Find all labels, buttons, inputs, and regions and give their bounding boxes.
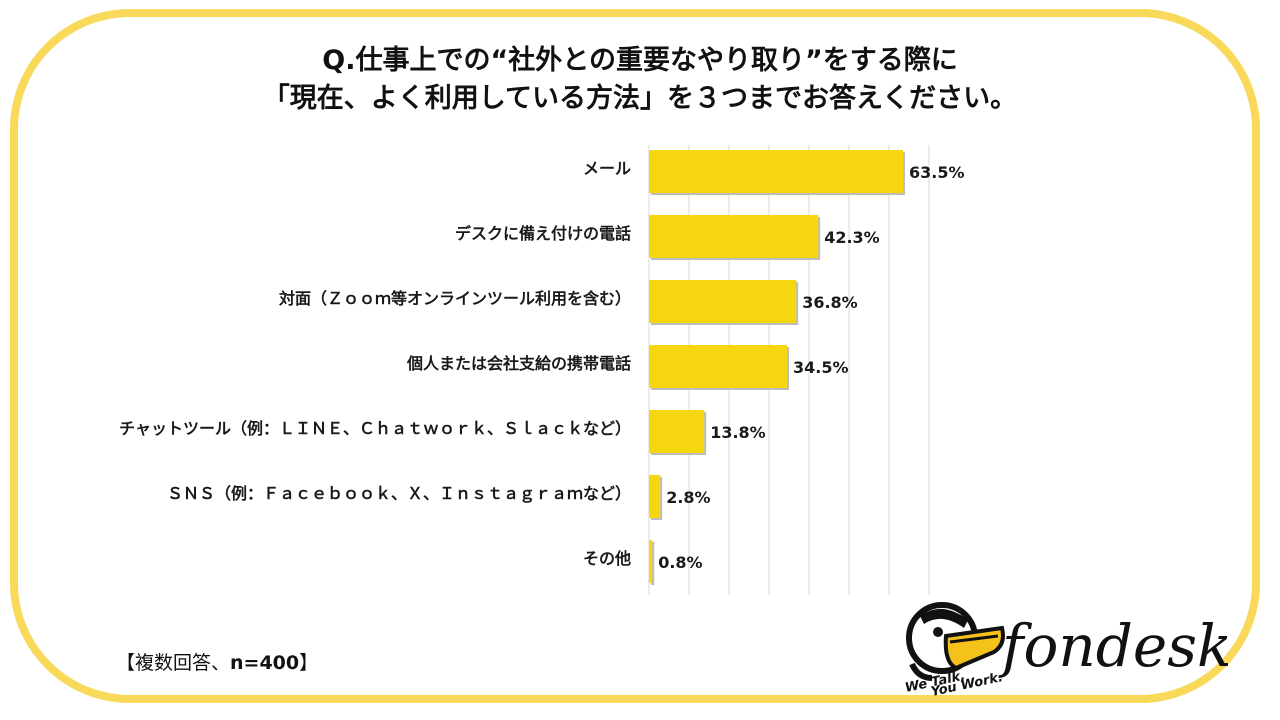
title-line-1: Q.仕事上での“社外との重要なやり取り”をする際に: [322, 45, 958, 76]
category-label: デスクに備え付けの電話: [455, 224, 631, 243]
category-label: ＳＮＳ（例：Ｆａｃｅｂｏｏｋ、Ｘ、Ｉｎｓｔａｇｒａｍなど）: [167, 484, 631, 504]
value-label: 63.5%: [909, 163, 965, 182]
footnote-sample-size: n=400: [230, 652, 300, 674]
bar: [649, 345, 787, 388]
value-labels: 63.5% 42.3% 36.8% 34.5% 13.8% 2.8% 0.8%: [658, 163, 964, 572]
category-label: メール: [583, 159, 631, 178]
bar: [649, 410, 705, 453]
rounded-frame: [10, 9, 1260, 703]
footnote-prefix: 【複数回答、: [116, 652, 231, 674]
bars: [649, 150, 905, 585]
value-label: 36.8%: [802, 293, 858, 312]
title-line-2: 「現在、よく利用している方法」を３つまでお答えください。: [262, 83, 1018, 114]
category-label: 個人または会社支給の携帯電話: [406, 354, 631, 373]
value-label: 2.8%: [666, 488, 710, 507]
chart-title: Q.仕事上での“社外との重要なやり取り”をする際に 「現在、よく利用している方法…: [0, 42, 1280, 118]
bar: [649, 475, 661, 518]
fondesk-logo: We Talk, You Work. fondesk: [904, 602, 1228, 698]
category-label: 対面（Ｚｏｏｍ等オンラインツール利用を含む）: [278, 289, 631, 308]
value-label: 34.5%: [793, 358, 849, 377]
value-label: 13.8%: [710, 423, 766, 442]
bar: [649, 150, 903, 193]
value-label: 0.8%: [658, 553, 702, 572]
category-label: チャットツール（例：ＬＩＮＥ、Ｃｈａｔｗｏｒｋ、Ｓｌａｃｋなど）: [119, 419, 631, 438]
value-label: 42.3%: [824, 228, 880, 247]
bar: [649, 540, 653, 583]
bar: [649, 280, 797, 323]
footnote: 【複数回答、n=400】: [116, 648, 318, 675]
bar-shadow: [651, 542, 655, 585]
category-label: その他: [583, 549, 631, 568]
bar: [649, 215, 819, 258]
logo-wordmark: fondesk: [998, 612, 1228, 680]
pelican-icon: [906, 602, 1005, 681]
footnote-suffix: 】: [299, 652, 319, 674]
